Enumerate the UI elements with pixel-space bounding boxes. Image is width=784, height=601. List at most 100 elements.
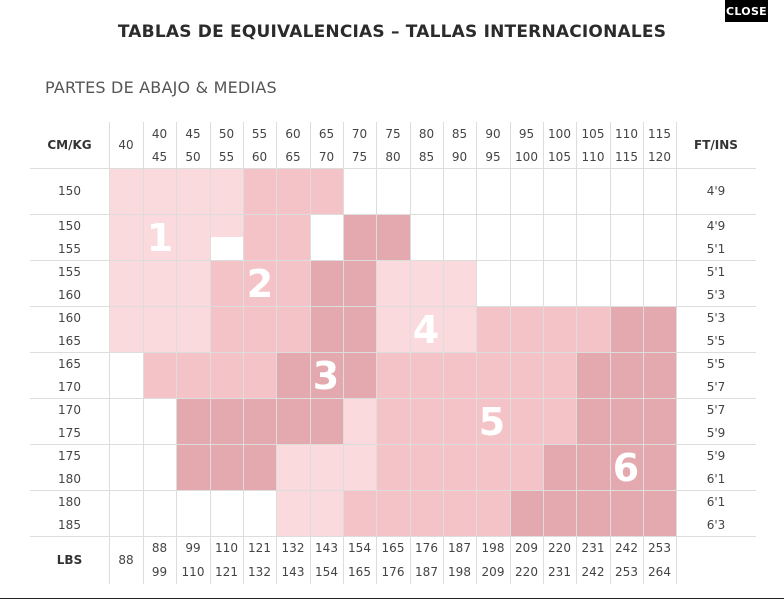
lbs-value: 154 <box>348 541 371 555</box>
lbs-value: 165 <box>381 541 405 555</box>
ft-value: 5'9 <box>706 448 726 463</box>
size-label-3: 3 <box>312 354 340 398</box>
cm-value: 180 <box>58 494 81 509</box>
kg-value: 75 <box>385 126 401 141</box>
cm-value: 170 <box>58 379 81 394</box>
grid-vline <box>443 122 444 584</box>
size-label-6: 6 <box>612 446 640 490</box>
grid-vline <box>543 122 544 584</box>
lbs-value: 253 <box>615 565 638 579</box>
lbs-value: 176 <box>381 565 405 579</box>
grid-hline <box>30 168 756 169</box>
ft-value: 5'1 <box>706 241 726 256</box>
grid-vline <box>210 122 211 584</box>
ft-ins-header: FT/INS <box>694 138 738 152</box>
grid-vline <box>276 122 277 584</box>
ft-value: 6'1 <box>706 494 726 509</box>
ft-value: 4'9 <box>706 184 726 198</box>
lbs-value: 110 <box>215 541 238 555</box>
grid-vline <box>676 122 677 584</box>
cm-value: 160 <box>58 310 81 325</box>
lbs-value: 132 <box>248 565 271 579</box>
cm-value: 160 <box>58 287 81 302</box>
grid-vline <box>243 122 244 584</box>
kg-value: 55 <box>251 126 268 141</box>
close-button[interactable]: CLOSE <box>725 0 768 22</box>
lbs-value: 88 <box>118 553 134 567</box>
kg-value: 85 <box>418 149 435 164</box>
size-label-4: 4 <box>412 308 440 352</box>
size-label-1: 1 <box>146 216 174 260</box>
cm-value: 185 <box>58 517 81 532</box>
ft-value: 5'1 <box>706 264 726 279</box>
cm-value: 165 <box>58 333 81 348</box>
grid-vline <box>476 122 477 584</box>
grid-hline <box>30 352 756 353</box>
lbs-value: 99 <box>185 541 201 555</box>
ft-value: 5'9 <box>706 425 726 440</box>
kg-value: 100 <box>548 126 571 141</box>
kg-value: 70 <box>318 149 335 164</box>
bottom-divider <box>0 598 784 599</box>
size-zone-3 <box>176 444 276 490</box>
ft-value: 4'9 <box>706 218 726 233</box>
lbs-value: 143 <box>315 541 338 555</box>
size-zone-2 <box>143 352 276 398</box>
lbs-value: 165 <box>348 565 371 579</box>
lbs-value: 242 <box>581 565 605 579</box>
grid-hline <box>30 398 756 399</box>
grid-vline <box>343 122 344 584</box>
size-zone-4 <box>276 490 343 536</box>
lbs-value: 198 <box>448 565 471 579</box>
grid-hline <box>30 214 756 215</box>
grid-vline <box>176 122 177 584</box>
lbs-value: 187 <box>415 565 438 579</box>
size-zone-6 <box>543 444 676 490</box>
ft-value: 5'5 <box>706 333 726 348</box>
lbs-value: 99 <box>151 565 168 579</box>
size-zone-5 <box>343 490 476 536</box>
lbs-value: 253 <box>648 541 671 555</box>
section-title: PARTES DE ABAJO & MEDIAS <box>45 78 277 97</box>
kg-value: 60 <box>285 126 301 141</box>
lbs-value: 264 <box>648 565 671 579</box>
kg-value: 80 <box>418 126 435 141</box>
size-zone-6 <box>510 490 676 536</box>
ft-value: 5'7 <box>706 379 726 394</box>
grid-vline <box>376 122 377 584</box>
lbs-value: 220 <box>515 565 538 579</box>
lbs-value: 88 <box>151 541 168 555</box>
kg-value: 65 <box>285 149 301 164</box>
cm-kg-header: CM/KG <box>47 138 92 152</box>
kg-value: 100 <box>515 149 538 164</box>
ft-value: 6'1 <box>706 471 726 486</box>
grid-vline <box>576 122 577 584</box>
size-label-5: 5 <box>478 400 506 444</box>
size-zone-2 <box>243 168 343 214</box>
kg-value: 95 <box>485 149 501 164</box>
kg-value: 80 <box>385 149 401 164</box>
kg-value: 115 <box>648 126 671 141</box>
kg-value: 75 <box>351 149 368 164</box>
grid-vline <box>143 122 144 584</box>
grid-vline <box>610 122 611 584</box>
ft-value: 6'3 <box>706 517 726 532</box>
ft-value: 5'7 <box>706 402 726 417</box>
kg-value: 110 <box>581 149 605 164</box>
cm-value: 175 <box>58 448 81 463</box>
lbs-value: 231 <box>581 541 605 555</box>
size-zone-3 <box>176 398 343 444</box>
grid-hline <box>30 444 756 445</box>
size-zone-3 <box>276 352 376 398</box>
kg-value: 55 <box>218 149 235 164</box>
lbs-value: 121 <box>248 541 271 555</box>
lbs-value: 209 <box>515 541 538 555</box>
kg-value: 115 <box>615 149 638 164</box>
lbs-value: 132 <box>281 541 305 555</box>
lbs-value: 154 <box>315 565 338 579</box>
kg-value: 105 <box>581 126 605 141</box>
lbs-value: 242 <box>615 541 638 555</box>
kg-value: 110 <box>615 126 638 141</box>
kg-value: 70 <box>351 126 368 141</box>
